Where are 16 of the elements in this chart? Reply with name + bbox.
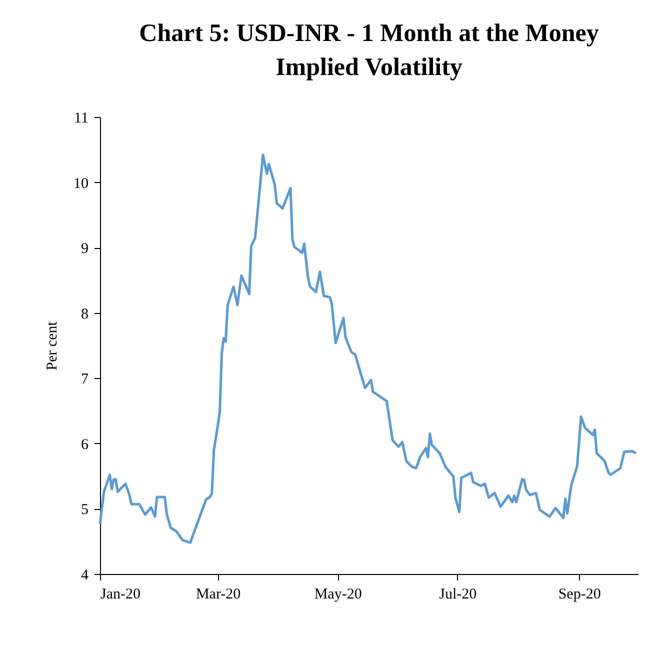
line-series [98,154,638,544]
y-tick-label: 4 [81,568,89,584]
y-tick-label: 11 [74,110,88,126]
y-tick-label: 10 [74,176,88,192]
y-tick-label: 8 [81,306,88,322]
x-tick-label: Mar-20 [196,586,241,602]
y-tick-label: 5 [81,502,88,518]
x-tick-label: Sep-20 [558,586,601,602]
x-tick-label: Jul-20 [439,586,477,602]
x-tick-label: May-20 [314,586,362,602]
y-tick-label: 6 [81,436,89,453]
y-axis-title: Per cent [44,320,60,370]
x-tick-label: Jan-20 [100,586,140,602]
y-tick-label: 7 [81,372,89,388]
chart-title: Chart 5: USD-INR - 1 Month at the Money Implied Volatility [139,20,600,81]
y-tick-label: 9 [81,241,88,258]
